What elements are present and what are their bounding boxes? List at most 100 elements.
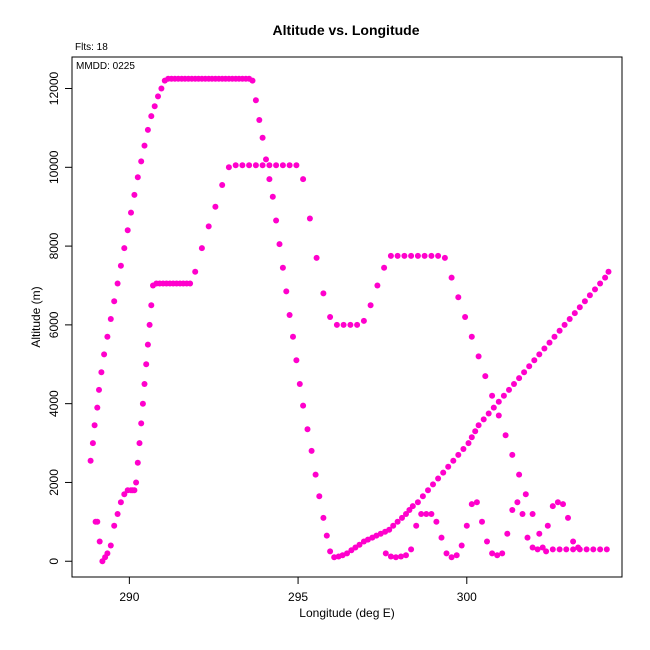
x-tick-label: 300 [457, 590, 477, 604]
data-point [141, 381, 148, 387]
y-tick-label: 4000 [47, 390, 61, 417]
data-point [406, 507, 413, 513]
data-point [94, 404, 101, 411]
y-tick-label: 0 [47, 558, 61, 565]
data-point [387, 553, 394, 560]
data-point [290, 333, 296, 340]
data-point [428, 511, 435, 517]
data-point [534, 546, 541, 553]
y-tick-label: 8000 [47, 232, 61, 259]
data-point [144, 341, 151, 348]
data-point [327, 548, 334, 555]
data-point [259, 162, 266, 169]
data-point [485, 410, 492, 417]
data-point [430, 481, 436, 488]
data-point [455, 451, 462, 458]
x-axis-label: Longitude (deg E) [299, 606, 394, 620]
data-point [583, 546, 590, 553]
data-point [117, 499, 124, 506]
data-point [104, 550, 111, 557]
data-point [576, 304, 583, 311]
data-point [308, 447, 315, 454]
data-point [495, 398, 502, 405]
data-point [408, 546, 415, 553]
data-point [143, 361, 150, 368]
data-point [489, 392, 496, 399]
data-point [581, 298, 588, 305]
data-point [482, 373, 489, 380]
data-point [472, 428, 479, 435]
data-point [121, 491, 128, 498]
data-point [418, 511, 425, 517]
data-point [198, 245, 205, 252]
data-point [354, 321, 361, 328]
data-point [296, 381, 303, 387]
data-point [468, 434, 475, 441]
data-point [603, 546, 610, 553]
data-point [419, 493, 426, 500]
y-tick-label: 6000 [47, 311, 61, 338]
data-point [536, 530, 543, 537]
data-point [546, 339, 553, 346]
data-point [313, 254, 320, 261]
data-point [273, 162, 280, 169]
data-point [286, 162, 293, 169]
data-point [554, 499, 561, 506]
data-point [489, 550, 496, 557]
data-point [473, 499, 480, 506]
data-point [499, 550, 506, 557]
data-point [450, 457, 457, 464]
data-point [421, 252, 428, 259]
data-point [98, 369, 105, 376]
data-point [590, 546, 597, 553]
data-point [455, 294, 462, 301]
data-point [386, 526, 393, 533]
data-point [409, 503, 416, 510]
data-point [293, 357, 300, 364]
data-point [462, 314, 469, 320]
data-point [286, 312, 293, 318]
data-point [246, 162, 253, 169]
data-point [101, 351, 108, 358]
data-point [529, 544, 536, 551]
data-point [519, 511, 526, 517]
data-point [441, 254, 448, 261]
data-point [539, 544, 546, 551]
data-points [87, 75, 612, 565]
data-point [543, 548, 550, 555]
data-point [394, 518, 401, 525]
data-point [443, 550, 450, 557]
data-point [468, 333, 475, 340]
data-point [463, 522, 470, 529]
data-point [151, 103, 158, 110]
data-point [148, 302, 155, 309]
data-point [592, 286, 598, 293]
data-point [374, 282, 381, 289]
data-point [398, 553, 404, 560]
data-point [347, 321, 354, 328]
data-point [586, 292, 593, 299]
data-point [549, 503, 556, 510]
data-point [509, 451, 516, 458]
data-point [293, 162, 300, 169]
data-point [121, 245, 128, 252]
data-point [155, 93, 161, 100]
data-point [89, 440, 96, 447]
data-point [252, 162, 259, 169]
data-point [219, 182, 226, 188]
data-point [544, 522, 551, 529]
data-point [136, 440, 143, 447]
data-point [205, 223, 212, 230]
data-point [249, 77, 256, 84]
data-point [225, 164, 232, 171]
data-point [480, 416, 487, 423]
data-point [506, 386, 512, 393]
data-point [605, 268, 612, 275]
data-point [316, 493, 323, 500]
data-point [597, 280, 604, 287]
data-point [187, 280, 194, 287]
data-point [425, 487, 431, 494]
data-point [117, 262, 124, 269]
data-point [146, 321, 153, 328]
data-point [252, 97, 259, 104]
